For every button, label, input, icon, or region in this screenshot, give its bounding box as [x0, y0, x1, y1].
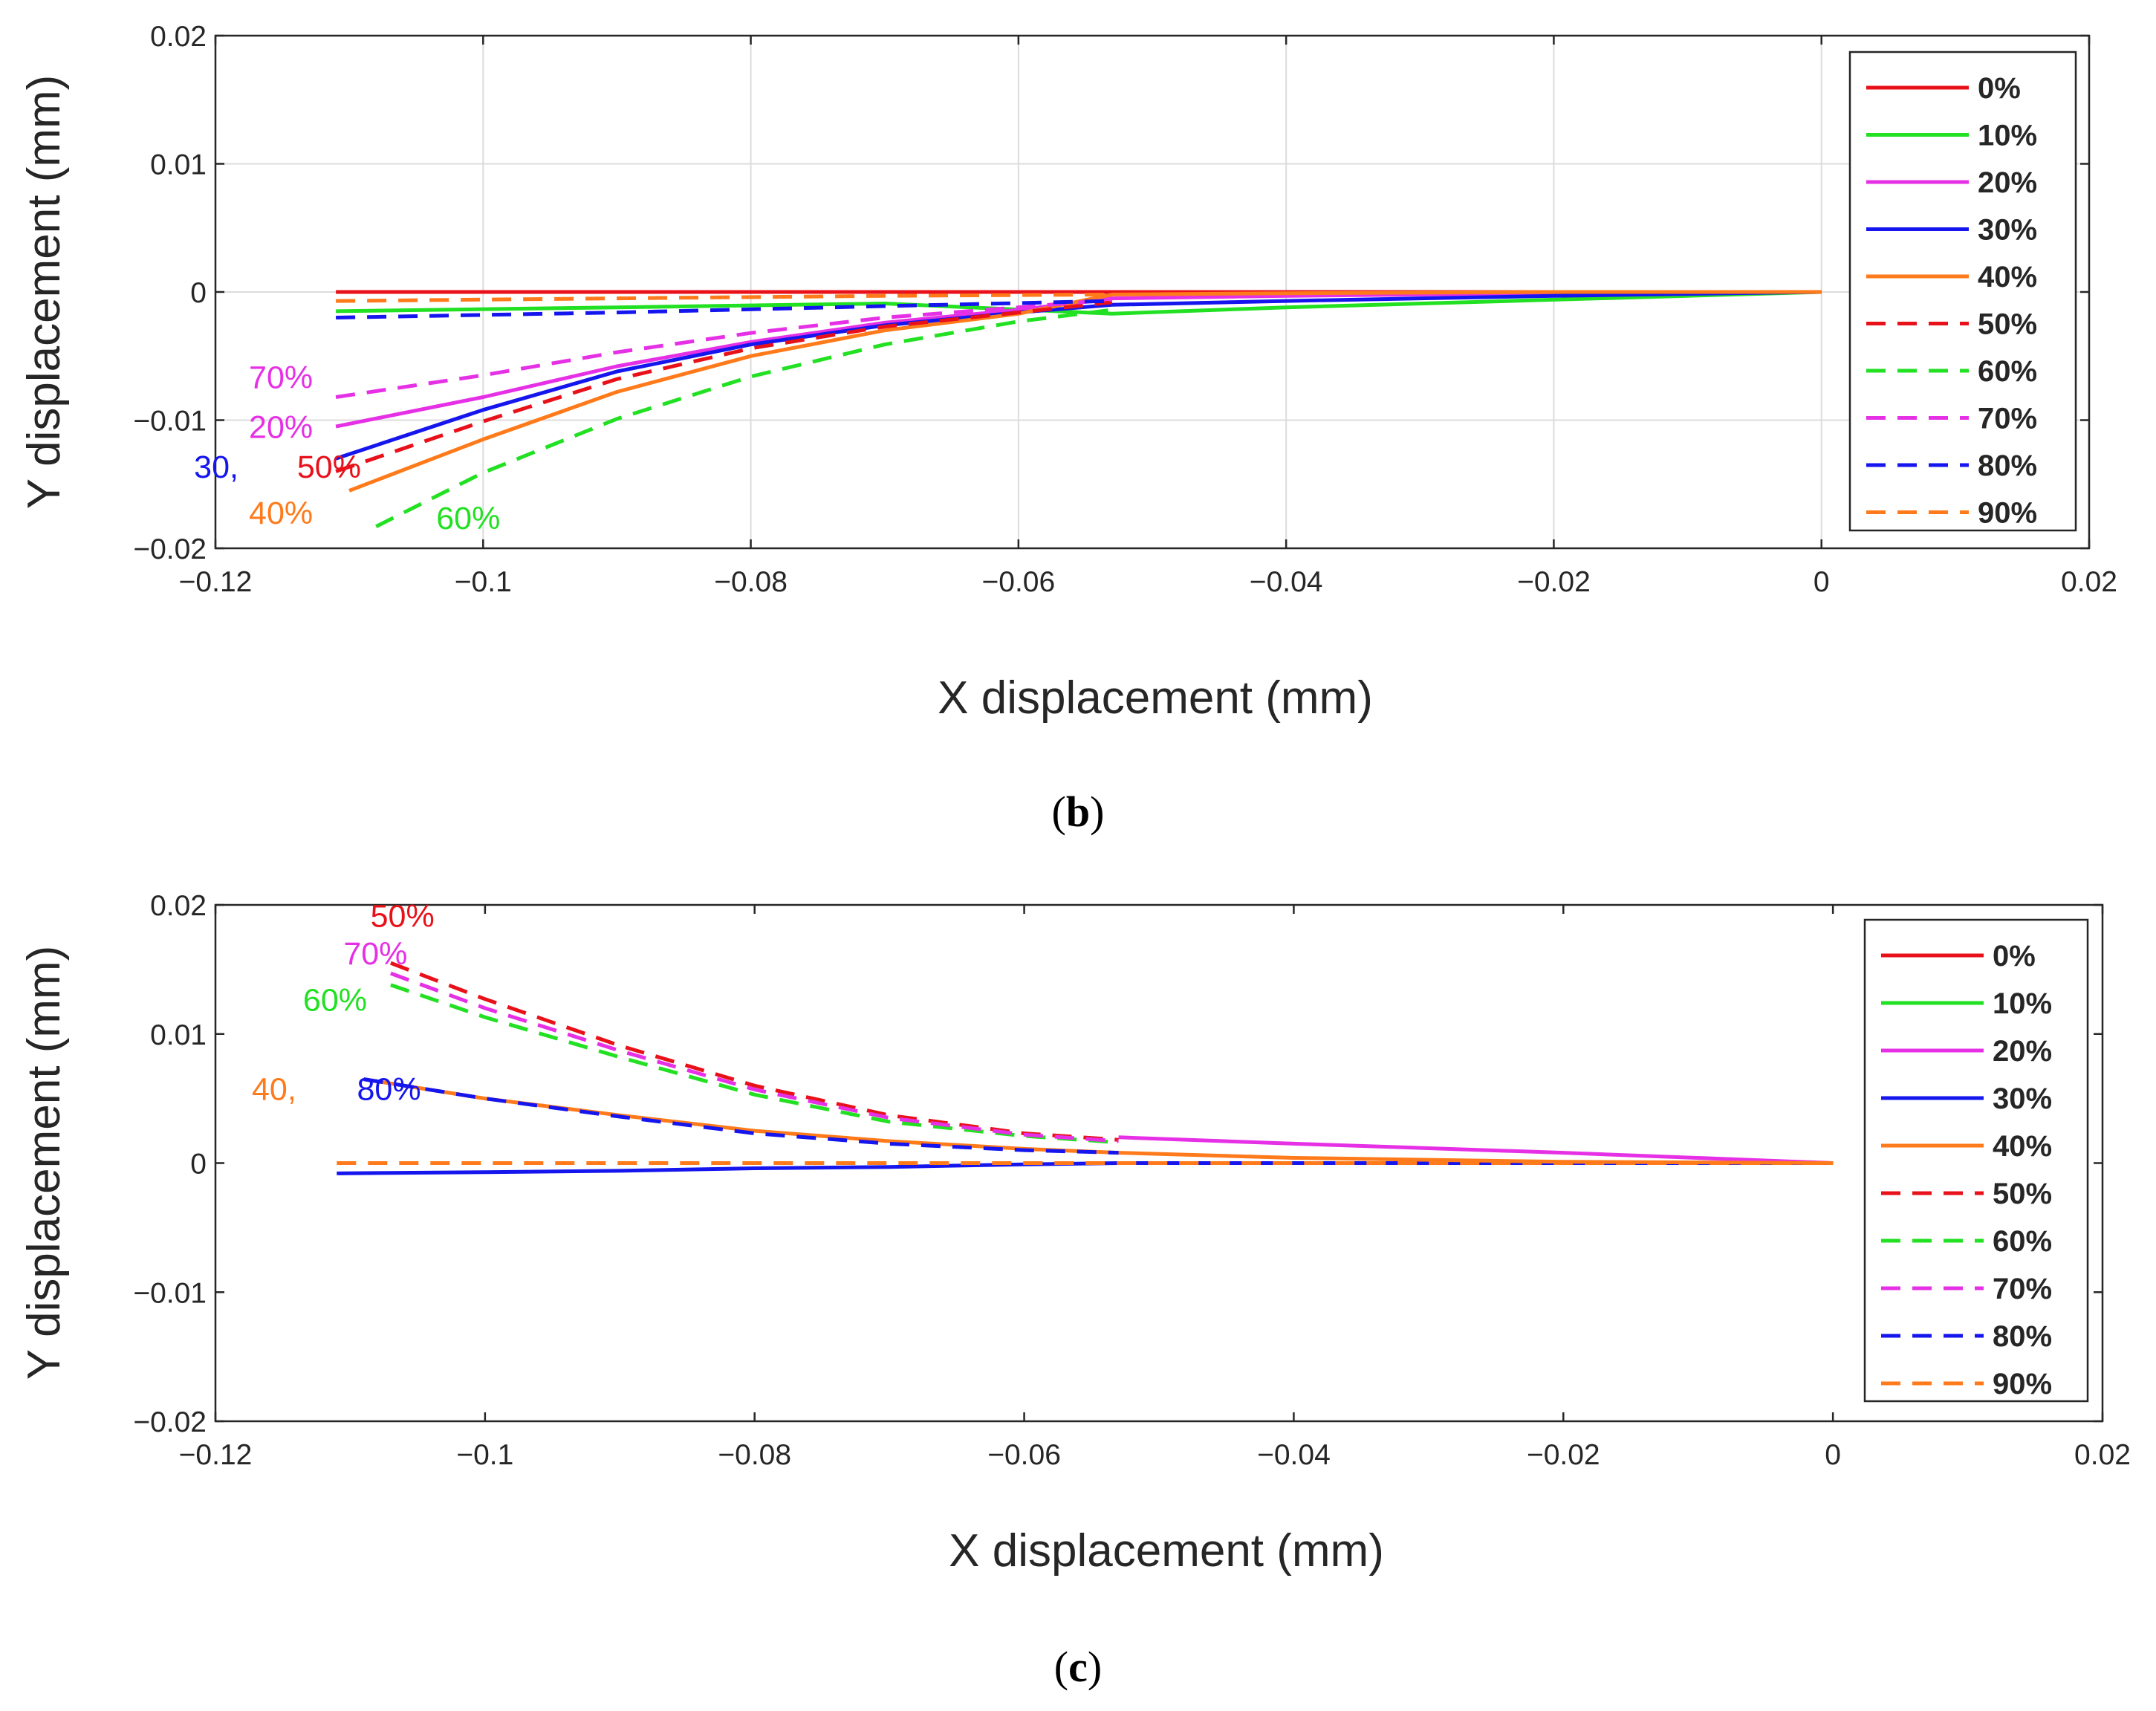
b-series-line-30pct [335, 290, 1822, 461]
c-legend-label: 90% [1993, 1368, 2052, 1400]
b-series-line-80pct [336, 299, 1113, 319]
c-legend-label: 20% [1993, 1035, 2052, 1068]
b-annotation-label: 70% [249, 360, 313, 395]
c-series-line-50pct [390, 961, 1119, 1142]
b-legend: 0% 10% 20% 30% 40% 50% 60% 70% 80% 90% [1848, 51, 2077, 532]
b-x-tick-label: 0.02 [2061, 566, 2117, 598]
c-series-line-80pct [363, 1077, 1119, 1155]
b-series-line-40pct [348, 290, 1822, 493]
c-series-line-40pct [363, 1077, 1834, 1165]
c-series-group [337, 961, 1834, 1175]
b-annotations: 70% 20% 30, 50% 40% 60% [194, 360, 500, 536]
b-legend-label: 30% [1978, 214, 2037, 247]
c-x-tick-label: −0.12 [179, 1439, 253, 1471]
b-series-line-90pct [336, 292, 1113, 303]
c-caption-close: ) [1088, 1643, 1102, 1691]
c-legend-label: 60% [1993, 1225, 2052, 1258]
c-annotation-label: 50% [371, 899, 435, 935]
b-annotation-label: 50% [297, 449, 361, 485]
b-series-line-10pct [336, 290, 1822, 316]
c-caption-letter: c [1068, 1643, 1088, 1691]
c-y-tick-label: 0 [190, 1149, 207, 1181]
c-caption-open: ( [1054, 1643, 1068, 1691]
c-y-axis-label: Y displacement (mm) [19, 946, 70, 1380]
b-legend-label: 70% [1978, 403, 2037, 435]
b-x-tick-label: −0.1 [455, 566, 512, 598]
c-legend-label: 70% [1993, 1273, 2052, 1305]
b-x-tick-label: −0.06 [982, 566, 1056, 598]
c-x-tick-label: 0.02 [2074, 1439, 2131, 1471]
b-legend-label: 50% [1978, 308, 2037, 341]
b-series-line-50pct [335, 300, 1113, 473]
b-annotation-label: 40% [249, 496, 313, 531]
b-legend-label: 0% [1978, 72, 2021, 105]
c-annotation-label: 60% [303, 982, 367, 1018]
c-y-tick-label: 0.02 [150, 890, 207, 922]
c-annotation-label: 40, [252, 1071, 296, 1107]
b-legend-label: 40% [1978, 261, 2037, 293]
b-x-tick-label: 0 [1814, 566, 1830, 598]
c-legend-label: 80% [1993, 1320, 2052, 1353]
c-series-line-30pct [337, 1161, 1834, 1175]
c-annotation-label: 70% [343, 936, 407, 972]
c-legend-label: 50% [1993, 1178, 2052, 1210]
c-caption: (c) [1054, 1643, 1102, 1691]
c-annotation-label: 80% [357, 1071, 421, 1107]
c-x-tick-label: −0.08 [718, 1439, 791, 1471]
b-y-tick-label: 0 [190, 277, 207, 309]
b-x-tick-label: −0.02 [1517, 566, 1591, 598]
c-legend-label: 30% [1993, 1082, 2052, 1115]
b-y-axis-label: Y displacement (mm) [19, 75, 70, 510]
b-x-ticks: −0.12 −0.1 −0.08 −0.06 −0.04 −0.02 0 0.02 [179, 36, 2117, 598]
b-annotation-label: 20% [249, 410, 313, 446]
b-legend-label: 60% [1978, 355, 2037, 388]
b-caption-letter: b [1066, 788, 1090, 836]
c-x-tick-label: −0.02 [1527, 1439, 1600, 1471]
c-y-ticks: −0.02 −0.01 0 0.01 0.02 [133, 890, 2103, 1438]
b-y-tick-label: −0.01 [133, 406, 207, 438]
b-caption-close: ) [1090, 788, 1104, 836]
c-x-axis-label: X displacement (mm) [949, 1525, 1384, 1577]
b-legend-label: 80% [1978, 449, 2037, 482]
c-annotations: 50%70% 60% 40, 80% [252, 899, 435, 1108]
b-annotation-label: 30, [194, 449, 238, 485]
c-x-tick-label: 0 [1825, 1439, 1841, 1471]
b-x-tick-label: −0.04 [1250, 566, 1323, 598]
c-y-tick-label: −0.01 [133, 1277, 207, 1309]
c-x-tick-label: −0.04 [1257, 1439, 1331, 1471]
c-legend-label: 0% [1993, 940, 2036, 973]
b-y-ticks: −0.02 −0.01 0 0.01 0.02 [133, 21, 2089, 565]
c-series-line-60pct [390, 983, 1119, 1145]
b-y-tick-label: −0.02 [133, 533, 207, 565]
c-series-line-20pct [1118, 1135, 1834, 1165]
c-x-tick-label: −0.1 [456, 1439, 513, 1471]
c-legend-label: 40% [1993, 1130, 2052, 1163]
b-series-group [335, 290, 1822, 528]
c-legend-box [1863, 918, 2089, 1403]
c-x-tick-label: −0.06 [987, 1439, 1061, 1471]
b-x-tick-label: −0.08 [714, 566, 788, 598]
c-x-ticks: −0.12 −0.1 −0.08 −0.06 −0.04 −0.02 0 0.02 [179, 905, 2131, 1471]
b-series-line-70pct [335, 297, 1113, 399]
c-y-tick-label: 0.01 [150, 1019, 207, 1051]
b-legend-label: 20% [1978, 166, 2037, 199]
b-legend-label: 90% [1978, 497, 2037, 530]
c-y-tick-label: −0.02 [133, 1406, 207, 1438]
b-legend-box [1848, 51, 2077, 532]
b-annotation-label: 60% [436, 501, 500, 536]
c-legend: 0% 10% 20% 30% 40% 50% 60% 70% 80% 90% [1863, 918, 2089, 1403]
b-y-tick-label: 0.02 [150, 21, 207, 53]
b-y-tick-label: 0.01 [150, 149, 207, 181]
b-series-line-20pct [335, 290, 1822, 429]
b-x-axis-label: X displacement (mm) [938, 672, 1373, 724]
b-legend-label: 10% [1978, 120, 2037, 152]
c-series-line-70pct [390, 971, 1119, 1143]
b-caption-open: ( [1052, 788, 1066, 836]
b-caption: (b) [1052, 788, 1105, 836]
c-legend-label: 10% [1993, 987, 2052, 1020]
b-x-tick-label: −0.12 [179, 566, 253, 598]
